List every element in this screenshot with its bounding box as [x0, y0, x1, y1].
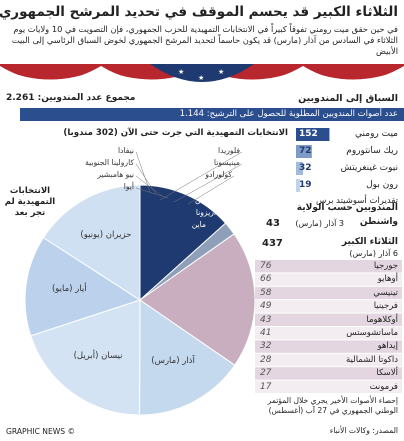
slice-label: نيسان (أبريل) [73, 350, 123, 361]
bar-label: ريك سانتوروم [346, 146, 398, 156]
source: المصدر: وكالات الأنباء [329, 426, 398, 435]
bar-note: تقديرات أسوشيتد برس [316, 196, 398, 206]
table-value: 76 [260, 261, 272, 271]
state-label: نيو هامبشير [97, 170, 134, 179]
leader-line [173, 163, 243, 203]
table-row [255, 273, 402, 286]
svg-text:★: ★ [218, 68, 224, 76]
state-label: فلوريدا [218, 146, 240, 155]
state-label: كارولينا الجنوبية [85, 158, 134, 167]
required-label: عدد أصوات المندوبين المطلوبة للحصول على … [179, 109, 398, 119]
table-value: 41 [260, 328, 272, 338]
slice-label: حزيران (يونيو) [80, 230, 132, 241]
footnote: إحصاء الأصوات الأخير يجري خلال المؤتمر ا… [267, 396, 398, 415]
state-label: نيفادا [117, 146, 134, 155]
table-row [255, 380, 402, 393]
table-date: 6 آذار (مارس) [349, 249, 398, 258]
pie-slice [139, 233, 256, 366]
pie-title: الانتخابات التمهيدية التي جرت حتى الآن (… [63, 128, 288, 138]
table-row [255, 313, 402, 326]
table-row [255, 340, 402, 353]
table-state: فرجينيا [373, 301, 398, 312]
table-value: 58 [260, 287, 272, 298]
bar-value: 152 [299, 129, 318, 139]
pie-slice [30, 299, 141, 416]
bar [296, 128, 330, 141]
bar-label: رون بول [366, 180, 398, 190]
table-title: المندوبين حسب الولاية [296, 203, 398, 213]
bar-value: 19 [299, 180, 312, 190]
table-state: أوكلاهوما [366, 314, 398, 325]
table-number: 437 [262, 238, 283, 249]
pie-slice [24, 236, 142, 337]
total-delegates: مجموع عدد المندوبين: 2.261 [6, 93, 136, 103]
table-state: أوهايو [377, 274, 398, 285]
leader-line [187, 175, 235, 205]
table-value: 27 [260, 368, 272, 379]
table-value: 32 [260, 341, 272, 352]
table-value: 28 [260, 354, 272, 365]
table-value: 49 [260, 301, 272, 312]
bunting: ★ ★ ★ [0, 64, 404, 87]
table-state: فرمونت [369, 381, 398, 392]
table-state: ماساتشوستس [346, 328, 398, 338]
state-label: ماين [191, 220, 206, 229]
bar [296, 145, 312, 158]
table-row [255, 327, 402, 340]
leader-line [135, 187, 169, 199]
subtitle: في حين حقق ميت رومني تفوقاً كبيراً في ال… [11, 24, 398, 57]
pie-slice [139, 299, 236, 416]
credit: © GRAPHIC NEWS [6, 427, 76, 436]
table-row [255, 286, 402, 300]
table-row [255, 260, 402, 273]
bar-value: 32 [299, 163, 312, 173]
slice-label: آذار (مارس) [151, 356, 195, 367]
table-state: جورجيا [373, 261, 398, 271]
table-value: 66 [260, 274, 272, 285]
slice-label: أيار (مايو) [51, 283, 87, 294]
table-row [255, 300, 402, 313]
table-date: 3 آذار (مارس) [295, 219, 344, 228]
state-label: كولورادو [205, 170, 232, 179]
table-state: داكوتا الشمالية [346, 354, 398, 365]
svg-text:★: ★ [178, 68, 184, 76]
pie-annotation: الانتخابات التمهيدية لم تجر بعد [4, 186, 56, 219]
table-value: 17 [260, 381, 272, 392]
table-name: الثلاثاء الكبير [341, 237, 398, 247]
title: الثلاثاء الكبير قد يحسم الموقف في تحديد … [0, 4, 398, 20]
pie-slice [42, 184, 141, 301]
bar-label: ميت رومني [355, 129, 398, 139]
leader-line [135, 151, 151, 193]
required-band [20, 108, 404, 121]
bar [296, 179, 301, 192]
leader-line [159, 151, 243, 201]
bar-value: 72 [299, 146, 312, 156]
state-label: ميشيغان [195, 196, 222, 205]
table-row [255, 353, 402, 367]
bar [296, 162, 304, 175]
bar-label: نيوت غينغريتش [340, 163, 398, 173]
state-label: مينيسوتا [213, 158, 240, 167]
table-row [255, 367, 402, 380]
table-value: 43 [260, 314, 272, 325]
leader-line [135, 175, 163, 197]
bar-title: السباق إلى المندوبين [298, 93, 398, 104]
table-state: إيداهو [377, 341, 398, 352]
table-state: ألاسكا [376, 368, 398, 379]
state-label: أيوا [123, 182, 134, 191]
table-number: 43 [266, 218, 280, 229]
table-state: تينيسي [373, 287, 398, 298]
svg-text:★: ★ [198, 74, 204, 82]
table-name: واشنطن [359, 217, 398, 227]
state-label: أريزونا [195, 208, 216, 217]
